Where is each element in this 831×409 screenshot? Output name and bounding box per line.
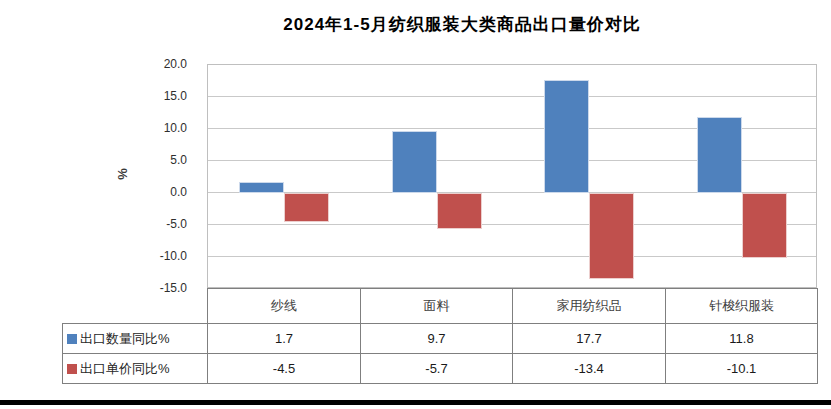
y-tick-label: -5.0 xyxy=(107,216,187,232)
legend-swatch-price xyxy=(67,364,77,374)
legend-swatch-quantity xyxy=(67,334,77,344)
table-value-cell: 17.7 xyxy=(512,323,666,354)
table-header-cell: 针梭织服装 xyxy=(665,288,818,324)
bottom-rule xyxy=(0,400,831,405)
gridline xyxy=(208,96,816,97)
chart-title: 2024年1-5月纺织服装大类商品出口量价对比 xyxy=(92,13,831,36)
legend-cell-price: 出口单价同比% xyxy=(62,353,208,384)
table-value-cell: -5.7 xyxy=(360,353,513,384)
table-value-cell: 9.7 xyxy=(360,323,513,354)
table-value-cell: -13.4 xyxy=(512,353,666,384)
table-header-cell: 纱线 xyxy=(207,288,361,324)
bar-quantity-1 xyxy=(392,131,437,193)
legend-label: 出口单价同比% xyxy=(80,360,170,378)
table-value-cell: 11.8 xyxy=(665,323,818,354)
plot-area xyxy=(207,64,817,288)
gridline xyxy=(208,256,816,257)
bar-quantity-0 xyxy=(239,182,284,193)
y-tick-label: 20.0 xyxy=(107,56,187,72)
table-value-cell: -4.5 xyxy=(207,353,361,384)
bar-price-1 xyxy=(437,193,482,229)
table-value-cell: 1.7 xyxy=(207,323,361,354)
bar-price-0 xyxy=(284,193,329,222)
chart-figure: 2024年1-5月纺织服装大类商品出口量价对比 % 20.015.010.05.… xyxy=(0,0,831,409)
legend-label: 出口数量同比% xyxy=(80,330,170,348)
table-value-cell: -10.1 xyxy=(665,353,818,384)
bar-price-3 xyxy=(742,193,787,258)
bar-quantity-3 xyxy=(697,117,742,193)
y-tick-label: 15.0 xyxy=(107,88,187,104)
y-tick-label: 5.0 xyxy=(107,152,187,168)
table-header-cell: 面料 xyxy=(360,288,513,324)
y-tick-label: -10.0 xyxy=(107,248,187,264)
y-tick-label: 0.0 xyxy=(107,184,187,200)
legend-cell-quantity: 出口数量同比% xyxy=(62,323,208,354)
bar-quantity-2 xyxy=(544,80,589,193)
y-tick-label: 10.0 xyxy=(107,120,187,136)
bar-price-2 xyxy=(589,193,634,279)
table-header-cell: 家用纺织品 xyxy=(512,288,666,324)
y-tick-label: -15.0 xyxy=(107,280,187,296)
gridline xyxy=(208,224,816,225)
